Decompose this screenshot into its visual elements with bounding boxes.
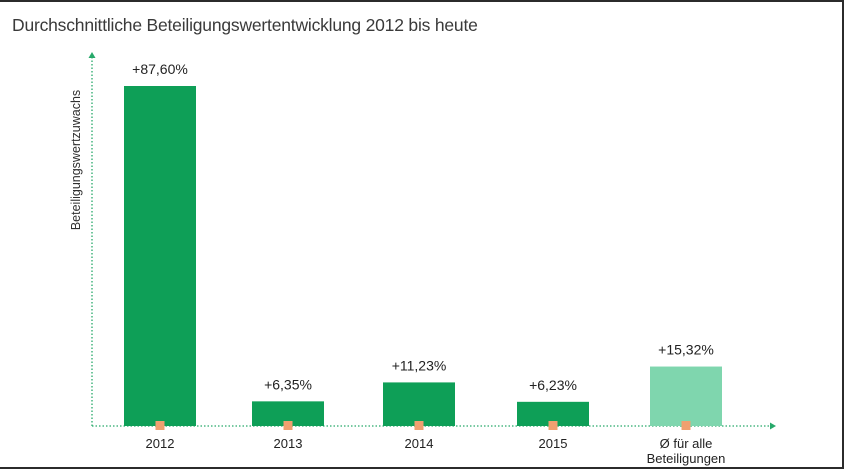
baseline-marker bbox=[155, 421, 165, 430]
x-tick-label-2: 2014 bbox=[405, 436, 434, 451]
y-axis-arrow bbox=[88, 52, 96, 58]
baseline-marker bbox=[283, 421, 293, 430]
bar-0 bbox=[124, 86, 196, 426]
data-label-2: +11,23% bbox=[392, 357, 447, 373]
data-label-0: +87,60% bbox=[132, 61, 188, 77]
baseline-marker bbox=[681, 421, 691, 430]
bar-2 bbox=[383, 382, 455, 426]
x-tick-label-0: 2012 bbox=[146, 436, 175, 451]
baseline-marker bbox=[414, 421, 424, 430]
labels-group: Beteiligungswertzuwachs +87,60% 2012 +6,35%… bbox=[69, 61, 725, 466]
x-tick-label-3: 2015 bbox=[539, 436, 568, 451]
x-axis-arrow bbox=[770, 422, 776, 430]
bar-4 bbox=[650, 366, 722, 426]
chart-title: Durchschnittliche Beteiligungswertentwic… bbox=[12, 15, 478, 35]
x-tick-label-4: Ø für alle Beteiligungen bbox=[647, 436, 726, 466]
x-tick-label-1: 2013 bbox=[274, 436, 303, 451]
data-label-3: +6,23% bbox=[529, 377, 577, 393]
data-label-1: +6,35% bbox=[264, 376, 312, 392]
y-axis-label: Beteiligungswertzuwachs bbox=[69, 90, 83, 230]
baseline-marker bbox=[548, 421, 558, 430]
bars-group bbox=[124, 86, 722, 430]
data-label-4: +15,32% bbox=[658, 342, 714, 358]
